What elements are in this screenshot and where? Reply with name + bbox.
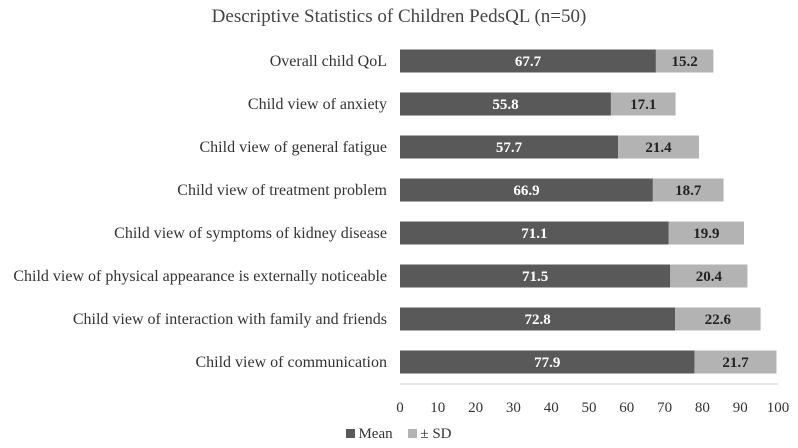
data-label-sd: 15.2 xyxy=(672,54,698,70)
bar-segment-sd xyxy=(668,221,744,245)
x-tick-label: 10 xyxy=(430,400,445,416)
bar-segment-mean xyxy=(400,178,653,202)
category-label: Child view of interaction with family an… xyxy=(73,311,387,328)
legend-label-mean: Mean xyxy=(358,426,393,442)
legend-label-sd: ± SD xyxy=(420,426,452,442)
data-label-sd: 21.4 xyxy=(645,140,672,156)
category-label: Child view of communication xyxy=(195,354,387,371)
legend-swatch-mean xyxy=(346,429,356,438)
bar-segment-mean xyxy=(400,350,695,374)
x-tick-label: 70 xyxy=(657,400,672,416)
x-tick-label: 80 xyxy=(695,400,710,416)
data-label-mean: 66.9 xyxy=(513,183,539,199)
bar-segment-sd xyxy=(670,264,748,288)
category-label: Child view of symptoms of kidney disease xyxy=(114,225,387,242)
chart-title: Descriptive Statistics of Children PedsQ… xyxy=(211,6,587,27)
x-tick-label: 30 xyxy=(506,400,521,416)
x-tick-label: 20 xyxy=(468,400,483,416)
x-tick-label: 90 xyxy=(733,400,748,416)
bar-segment-sd xyxy=(618,135,699,159)
category-label: Child view of physical appearance is ext… xyxy=(13,268,387,285)
bar-segment-mean xyxy=(400,264,671,288)
bar-segment-mean xyxy=(400,135,619,159)
legend: Mean ± SD xyxy=(0,426,798,443)
bar-segment-sd xyxy=(694,350,777,374)
category-label: Overall child QoL xyxy=(270,53,387,70)
data-label-mean: 72.8 xyxy=(524,312,550,328)
category-label: Child view of anxiety xyxy=(248,96,387,113)
legend-item-mean: Mean xyxy=(346,426,393,443)
data-label-sd: 19.9 xyxy=(693,226,719,242)
bar-segment-mean xyxy=(400,221,669,245)
bar-segment-sd xyxy=(610,92,676,116)
bar-segment-sd xyxy=(675,307,761,331)
x-tick-label: 50 xyxy=(582,400,597,416)
bar-segment-sd xyxy=(652,178,724,202)
data-label-sd: 21.7 xyxy=(722,355,749,371)
bar-segment-mean xyxy=(400,49,656,73)
x-tick-label: 60 xyxy=(619,400,634,416)
category-label: Child view of treatment problem xyxy=(177,182,387,199)
data-label-mean: 57.7 xyxy=(496,140,523,156)
data-label-sd: 22.6 xyxy=(705,312,732,328)
data-label-sd: 20.4 xyxy=(696,269,723,285)
bar-segment-sd xyxy=(655,49,714,73)
x-tick-label: 40 xyxy=(544,400,559,416)
data-label-sd: 17.1 xyxy=(630,97,656,113)
category-label: Child view of general fatigue xyxy=(200,139,388,156)
x-tick-label: 100 xyxy=(767,400,790,416)
data-label-mean: 67.7 xyxy=(515,54,542,70)
data-label-mean: 71.5 xyxy=(522,269,548,285)
data-label-mean: 71.1 xyxy=(521,226,547,242)
data-label-sd: 18.7 xyxy=(675,183,702,199)
legend-item-sd: ± SD xyxy=(408,426,452,443)
bar-segment-mean xyxy=(400,92,611,116)
legend-swatch-sd xyxy=(408,429,418,438)
data-label-mean: 77.9 xyxy=(534,355,560,371)
data-label-mean: 55.8 xyxy=(492,97,518,113)
bar-segment-mean xyxy=(400,307,676,331)
x-tick-label: 0 xyxy=(396,400,404,416)
